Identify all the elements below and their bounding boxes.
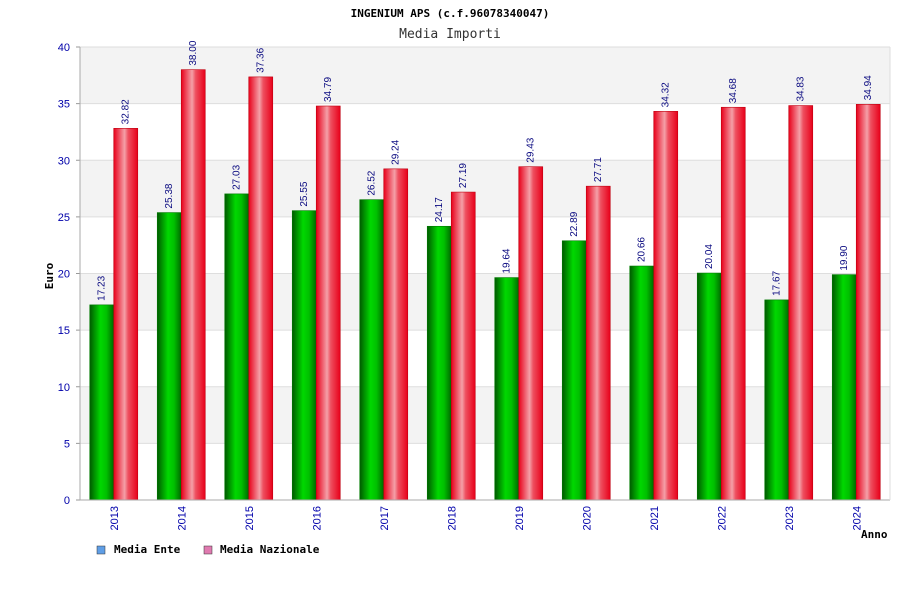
plot-band [80,386,890,444]
plot-band [80,160,890,217]
plot-band [80,330,890,387]
x-tick-label: 2014 [176,506,188,530]
y-tick-label: 15 [58,325,70,337]
data-label: 19.90 [839,245,850,270]
data-label: 20.66 [637,237,648,262]
data-label: 38.00 [188,40,199,65]
data-label: 34.79 [323,77,334,102]
plot-band [80,47,890,104]
bar-media-nazionale [248,76,274,501]
x-tick-label: 2019 [514,506,526,530]
bar-media-nazionale [855,104,881,501]
data-label: 24.17 [434,197,445,222]
bar-media-ente [426,225,452,501]
y-tick-label: 20 [58,269,70,281]
y-tick-label: 40 [58,42,70,54]
legend-label-media-ente: Media Ente [114,543,181,556]
data-label: 25.55 [299,181,310,206]
legend-swatch-media-nazionale [203,545,213,555]
y-tick-label: 25 [58,212,70,224]
data-label: 26.52 [367,170,378,195]
data-label: 34.68 [728,78,739,103]
bar-media-nazionale [585,185,611,501]
chart-subtitle: Media Importi [399,27,501,42]
data-label: 34.83 [796,76,807,101]
bar-media-nazionale [180,69,206,501]
bars-group [89,69,881,501]
chart-title: INGENIUM APS (c.f.96078340047) [351,7,550,20]
y-tick-label: 10 [58,382,70,394]
bar-media-ente [291,210,317,501]
x-tick-label: 2023 [784,506,796,530]
data-label: 37.36 [256,47,267,72]
legend-label-media-nazionale: Media Nazionale [220,543,320,556]
data-label: 20.04 [704,244,715,269]
data-label: 27.19 [458,163,469,188]
x-tick-label: 2015 [244,506,256,530]
legend-swatch-media-ente [96,545,106,555]
data-label: 17.23 [97,275,108,300]
data-label: 32.82 [121,99,132,124]
plot-band [80,273,890,331]
x-tick-label: 2017 [379,506,391,530]
bar-media-nazionale [383,168,409,501]
y-tick-label: 5 [64,438,70,450]
y-tick-label: 35 [58,99,70,111]
plot-band [80,443,890,500]
y-tick-label: 30 [58,155,70,167]
bar-media-nazionale [518,166,544,501]
data-label: 34.94 [863,75,874,100]
data-labels-group: 17.23 32.82 25.38 38.00 27.03 37.36 25.55 34.79… [97,40,875,301]
bar-media-ente [831,274,857,501]
x-tick-label: 2013 [109,506,121,530]
bar-media-ente [629,265,655,501]
bar-media-nazionale [720,106,746,501]
bar-media-ente [561,240,587,501]
legend: Media Ente Media Nazionale [96,543,320,556]
x-tick-label: 2024 [851,506,863,530]
y-tick-label: 0 [64,495,70,507]
x-tick-label: 2018 [446,506,458,530]
x-tick-label: 2022 [716,506,728,530]
bar-media-nazionale [113,128,139,501]
x-tick-label: 2021 [649,506,661,530]
bar-media-nazionale [788,105,814,501]
bar-media-ente [156,212,182,501]
data-label: 22.89 [569,211,580,236]
bar-media-nazionale [315,105,341,501]
data-label: 19.64 [502,248,513,273]
bar-media-ente [494,277,520,501]
bar-media-ente [224,193,250,501]
data-label: 25.38 [164,183,175,208]
x-tick-labels: 2013 2014 2015 2016 2017 2018 2019 2020 2021 2022… [109,506,864,530]
bar-media-ente [359,199,385,501]
bar-media-nazionale [653,111,679,501]
bar-media-ente [89,304,115,501]
plot-band [80,103,890,161]
y-tick-labels: 0 5 10 15 20 25 30 35 40 [58,42,70,507]
bar-media-ente [764,299,790,501]
data-label: 17.67 [772,270,783,295]
plot-band [80,216,890,274]
plot-background [80,47,890,500]
x-tick-label: 2020 [581,506,593,530]
x-axis-label: Anno [861,528,888,541]
y-axis-label: Euro [43,262,56,289]
axes-group [79,47,891,501]
data-label: 27.71 [593,157,604,182]
data-label: 29.24 [391,139,402,164]
bar-media-nazionale [450,191,476,501]
data-label: 27.03 [232,164,243,189]
data-label: 29.43 [526,137,537,162]
bar-media-ente [696,272,722,501]
data-label: 34.32 [661,82,672,107]
x-tick-label: 2016 [311,506,323,530]
